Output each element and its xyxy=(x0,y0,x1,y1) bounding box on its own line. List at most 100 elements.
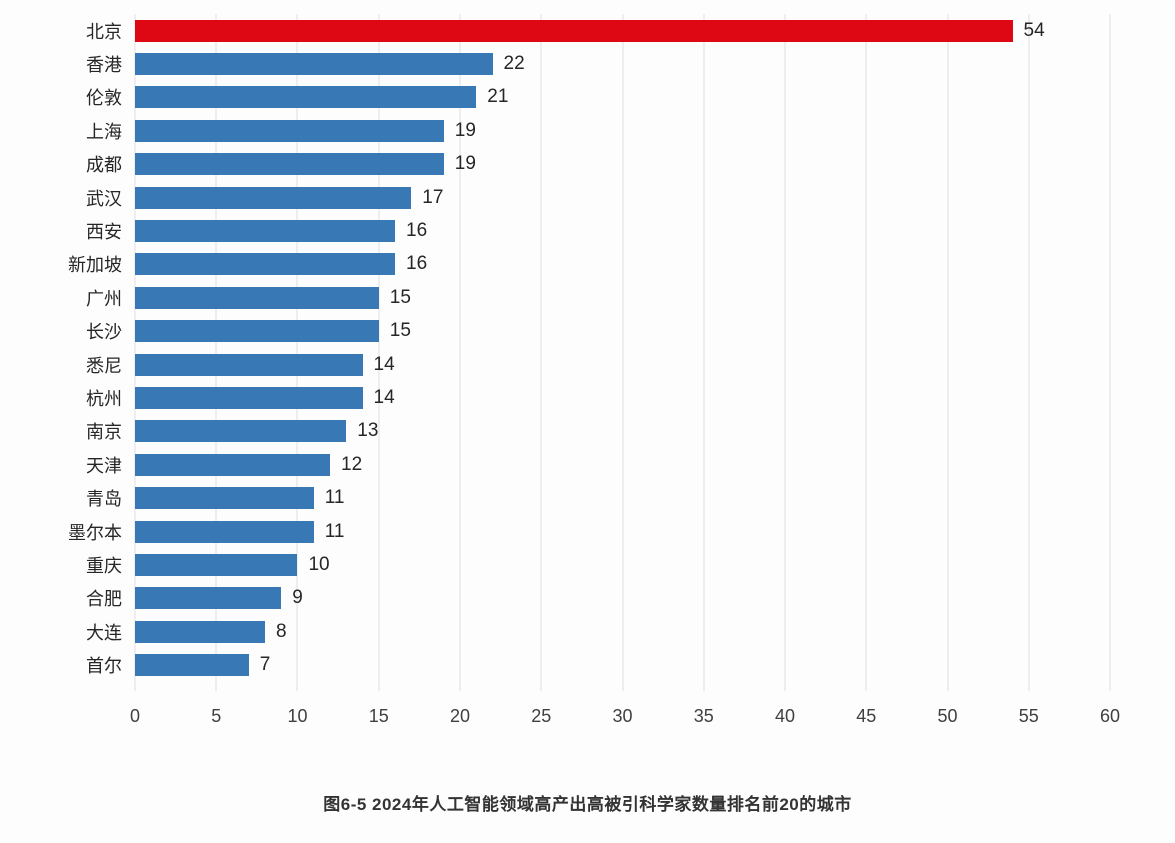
bar xyxy=(135,420,347,443)
x-axis: 0 5 10 15 20 25 30 35 40 45 50 55 60 xyxy=(130,700,1120,730)
bar xyxy=(135,253,395,276)
category-label: 天津 xyxy=(86,455,122,476)
category-label: 新加坡 xyxy=(68,255,122,276)
bar-rows: 北京 54 香港 22 伦敦 21 上海 19 成都 19 武汉 17 西安 16 新加坡 16 广州 15 长沙 1… xyxy=(68,14,1110,682)
gridline xyxy=(459,14,461,691)
gridline xyxy=(378,14,380,691)
category-label: 北京 xyxy=(86,21,122,42)
value-label: 10 xyxy=(308,553,330,575)
value-label: 14 xyxy=(373,353,395,375)
bar xyxy=(135,620,265,643)
category-label: 首尔 xyxy=(86,656,122,677)
gridline xyxy=(784,14,786,691)
category-label: 西安 xyxy=(86,222,122,243)
value-label: 13 xyxy=(357,420,379,442)
bar-row: 悉尼 14 xyxy=(86,348,1110,381)
value-label: 15 xyxy=(389,286,411,308)
value-label: 8 xyxy=(276,620,287,642)
bar xyxy=(135,453,330,476)
bar xyxy=(135,520,314,543)
value-label: 12 xyxy=(341,453,363,475)
gridline xyxy=(622,14,623,691)
x-tick-label: 35 xyxy=(693,706,714,726)
bar xyxy=(135,553,298,576)
category-label: 武汉 xyxy=(86,188,122,209)
bar-row: 武汉 17 xyxy=(86,181,1110,214)
category-label: 青岛 xyxy=(86,489,122,510)
value-label: 21 xyxy=(487,86,509,108)
category-label: 南京 xyxy=(86,422,122,443)
bar-row: 广州 15 xyxy=(86,281,1110,314)
category-label: 成都 xyxy=(86,155,122,176)
bar-row: 杭州 14 xyxy=(86,381,1110,414)
bar-row: 西安 16 xyxy=(86,214,1110,247)
bar-row: 合肥 9 xyxy=(86,582,1110,615)
bar xyxy=(135,153,444,176)
value-label: 11 xyxy=(324,487,345,509)
value-label: 19 xyxy=(454,119,476,141)
category-label: 悉尼 xyxy=(86,355,122,376)
gridline xyxy=(703,14,705,691)
bar-highlighted xyxy=(135,19,1013,42)
x-tick-label: 40 xyxy=(774,706,795,726)
bar xyxy=(135,286,379,309)
category-label: 杭州 xyxy=(86,388,122,409)
value-label: 17 xyxy=(422,186,444,208)
bar-row: 墨尔本 11 xyxy=(68,515,1110,548)
bar xyxy=(135,320,379,343)
value-label: 22 xyxy=(503,53,525,75)
x-tick-label: 60 xyxy=(1099,706,1121,726)
category-label: 广州 xyxy=(86,288,122,309)
gridline xyxy=(1109,14,1111,691)
bar xyxy=(135,86,477,109)
value-label: 14 xyxy=(373,386,395,408)
x-tick-label: 30 xyxy=(612,706,633,726)
gridline xyxy=(215,14,217,691)
value-label: 9 xyxy=(292,587,303,609)
x-tick-label: 5 xyxy=(211,706,222,726)
gridline xyxy=(947,14,948,691)
value-label: 16 xyxy=(406,253,428,275)
bar xyxy=(135,353,363,376)
value-label: 16 xyxy=(406,220,428,242)
bar-row: 长沙 15 xyxy=(86,315,1110,348)
bar-row: 上海 19 xyxy=(86,114,1110,147)
bar-row: 成都 19 xyxy=(86,148,1110,181)
bar xyxy=(135,654,249,677)
value-label: 54 xyxy=(1023,19,1045,41)
category-label: 香港 xyxy=(86,55,122,76)
x-tick-label: 45 xyxy=(856,706,877,726)
bar xyxy=(135,119,444,142)
bar xyxy=(135,487,314,510)
bar-row: 伦敦 21 xyxy=(86,81,1110,114)
gridline xyxy=(865,14,867,691)
value-label: 15 xyxy=(389,320,411,342)
category-label: 墨尔本 xyxy=(68,522,122,543)
bar-row: 青岛 11 xyxy=(86,481,1110,514)
chart-caption: 图6-5 2024年人工智能领域高产出高被引科学家数量排名前20的城市 xyxy=(323,795,852,814)
value-label: 11 xyxy=(324,520,345,542)
category-label: 上海 xyxy=(86,121,122,142)
bar-row: 首尔 7 xyxy=(86,648,1110,681)
gridline xyxy=(296,14,298,691)
plot-area: 北京 54 香港 22 伦敦 21 上海 19 成都 19 武汉 17 西安 16 新加坡 16 广州 15 长沙 1… xyxy=(68,14,1111,691)
category-label: 长沙 xyxy=(86,322,122,343)
gridline xyxy=(134,14,136,691)
x-tick-label: 20 xyxy=(449,706,470,726)
bar xyxy=(135,53,493,76)
value-label: 19 xyxy=(454,153,476,175)
category-label: 大连 xyxy=(86,622,122,643)
gridline xyxy=(1028,14,1030,691)
x-tick-label: 0 xyxy=(129,706,141,726)
bar xyxy=(135,386,363,409)
bar-row: 南京 13 xyxy=(86,415,1110,448)
x-tick-label: 55 xyxy=(1018,706,1039,726)
category-label: 合肥 xyxy=(86,589,122,610)
bar-row: 大连 8 xyxy=(86,615,1110,648)
x-tick-label: 10 xyxy=(287,706,308,726)
x-tick-label: 25 xyxy=(531,706,552,726)
bar xyxy=(135,220,395,243)
x-tick-label: 50 xyxy=(937,706,958,726)
bar-row: 天津 12 xyxy=(86,448,1110,481)
bar xyxy=(135,587,282,610)
